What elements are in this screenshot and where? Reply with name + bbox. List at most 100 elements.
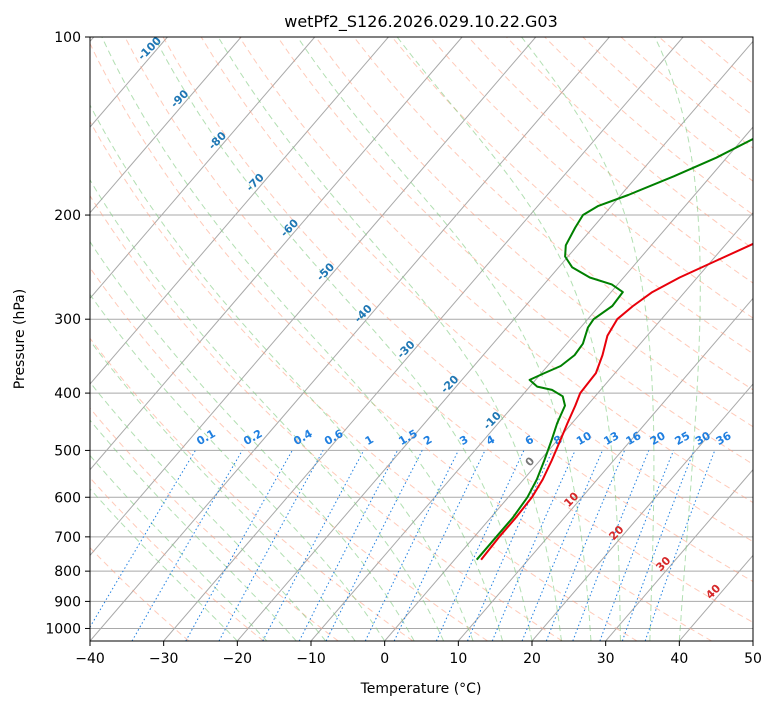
mixing-ratio-line [262,450,365,641]
isotherm-label: 0 [523,454,538,469]
dry-adiabat-line [90,546,190,641]
x-tick-label: −10 [296,651,326,667]
moist-adiabat-line [654,37,701,641]
mixing-ratio-line [621,450,695,641]
y-tick-label: 1000 [45,621,81,637]
isotherm-line [90,37,537,557]
x-tick-label: 50 [744,651,762,667]
mixing-ratio-line [364,450,459,641]
isotherm-label: -80 [206,129,229,152]
mixing-ratio-label: 1.5 [396,427,419,448]
isotherm-line [90,37,242,214]
dry-adiabat-line [200,37,753,543]
moist-adiabat-line [90,240,415,641]
isotherm-line [752,640,753,641]
dry-adiabat-line [90,120,638,641]
moist-adiabat-line [217,37,562,641]
mixing-ratio-line [185,450,293,641]
y-tick-label: 800 [54,564,81,580]
sounding-traces [475,137,753,561]
isotherm-label: -50 [314,260,337,283]
mixing-ratio-label: 4 [484,433,497,448]
y-axis-label: Pressure (hPa) [12,289,28,389]
isotherm-line [236,40,753,641]
isotherm-line [163,37,684,641]
isotherm-label: 10 [561,489,581,509]
mixing-ratio-line [599,450,674,641]
y-tick-label: 900 [54,594,81,610]
mixing-ratio-label: 36 [714,429,734,448]
isotherm-line [457,297,753,641]
mixing-ratio-line [644,450,716,641]
mixing-ratio-line [545,450,626,641]
isotherm-label: -40 [352,302,375,325]
isotherm-label: 40 [703,581,723,601]
isotherm-label: -30 [394,338,417,361]
moist-adiabat-line [101,37,503,641]
dry-adiabat-line [90,266,488,641]
isotherm-line [90,37,463,471]
mixing-ratio-line [325,450,423,641]
x-axis-label: Temperature (°C) [360,681,482,697]
mixing-ratio-line [218,450,324,641]
mixing-ratio-label: 0.2 [241,427,264,448]
dry-adiabat-line [315,37,753,428]
isotherm-line [90,37,316,300]
isotherm-line [310,126,753,641]
isotherm-label: -90 [168,87,191,110]
mixing-ratio-label: 3 [457,433,470,448]
y-tick-label: 300 [54,312,81,328]
mixing-ratio-label: 0.4 [291,427,315,448]
line-labels: 0.1 0.2 0.4 0.6 1 1.5 2 3 4 6 8 10 13 16 20 25 30 36-100-… [135,34,733,602]
isotherm-line [605,468,753,641]
dry-adiabat-line [696,37,753,85]
dry-adiabat-line [658,37,753,117]
y-tick-label: 600 [54,490,81,506]
mixing-ratio-label: 10 [574,429,594,448]
dry-adiabat-line [467,37,753,284]
y-tick-label: 100 [54,30,81,46]
mixing-ratio-line [521,450,603,641]
mixing-ratio-label: 13 [601,429,621,448]
dry-adiabat-line [429,37,753,319]
dry-adiabat-line [90,407,339,641]
isotherm-line [678,554,753,641]
isotherm-label: -100 [135,34,164,63]
moist-adiabat-line [90,178,445,641]
y-tick-label: 700 [54,530,81,546]
moist-adiabat-line [90,454,268,641]
moist-adiabat-line [296,37,592,641]
dry-adiabat-line [90,194,563,641]
dry-adiabat-line [391,37,753,355]
dewpoint-trace [475,137,753,561]
moist-adiabat-line [90,104,474,641]
mixing-ratio-label: 25 [673,429,693,448]
background-lines [90,37,753,641]
isotherm-label: -60 [278,216,301,239]
x-tick-label: −30 [149,651,179,667]
mixing-ratio-label: 2 [421,433,434,448]
moist-adiabat-line [153,37,533,641]
isotherm-line [90,37,610,641]
y-tick-label: 400 [54,386,81,402]
moist-adiabat-line [90,419,297,641]
x-tick-label: 20 [523,651,541,667]
chart-title: wetPf2_S126.2026.029.10.22.G03 [284,12,558,32]
mixing-ratio-line [572,450,650,641]
dry-adiabat-line [90,42,712,641]
x-tick-label: −20 [223,651,253,667]
isotherm-line [384,211,753,641]
isotherm-label: 20 [606,523,626,543]
mixing-ratio-line [298,450,398,641]
mixing-ratio-line [131,450,243,641]
moist-adiabat-line [90,293,386,641]
dry-adiabat-line [238,37,753,504]
x-tick-label: 40 [670,651,688,667]
mixing-ratio-label: 30 [693,429,713,448]
moist-adiabat-line [90,381,327,641]
x-tick-label: 30 [597,651,615,667]
dry-adiabat-line [90,337,414,641]
moist-adiabat-line [396,37,621,641]
isotherm-label: -70 [244,171,267,194]
